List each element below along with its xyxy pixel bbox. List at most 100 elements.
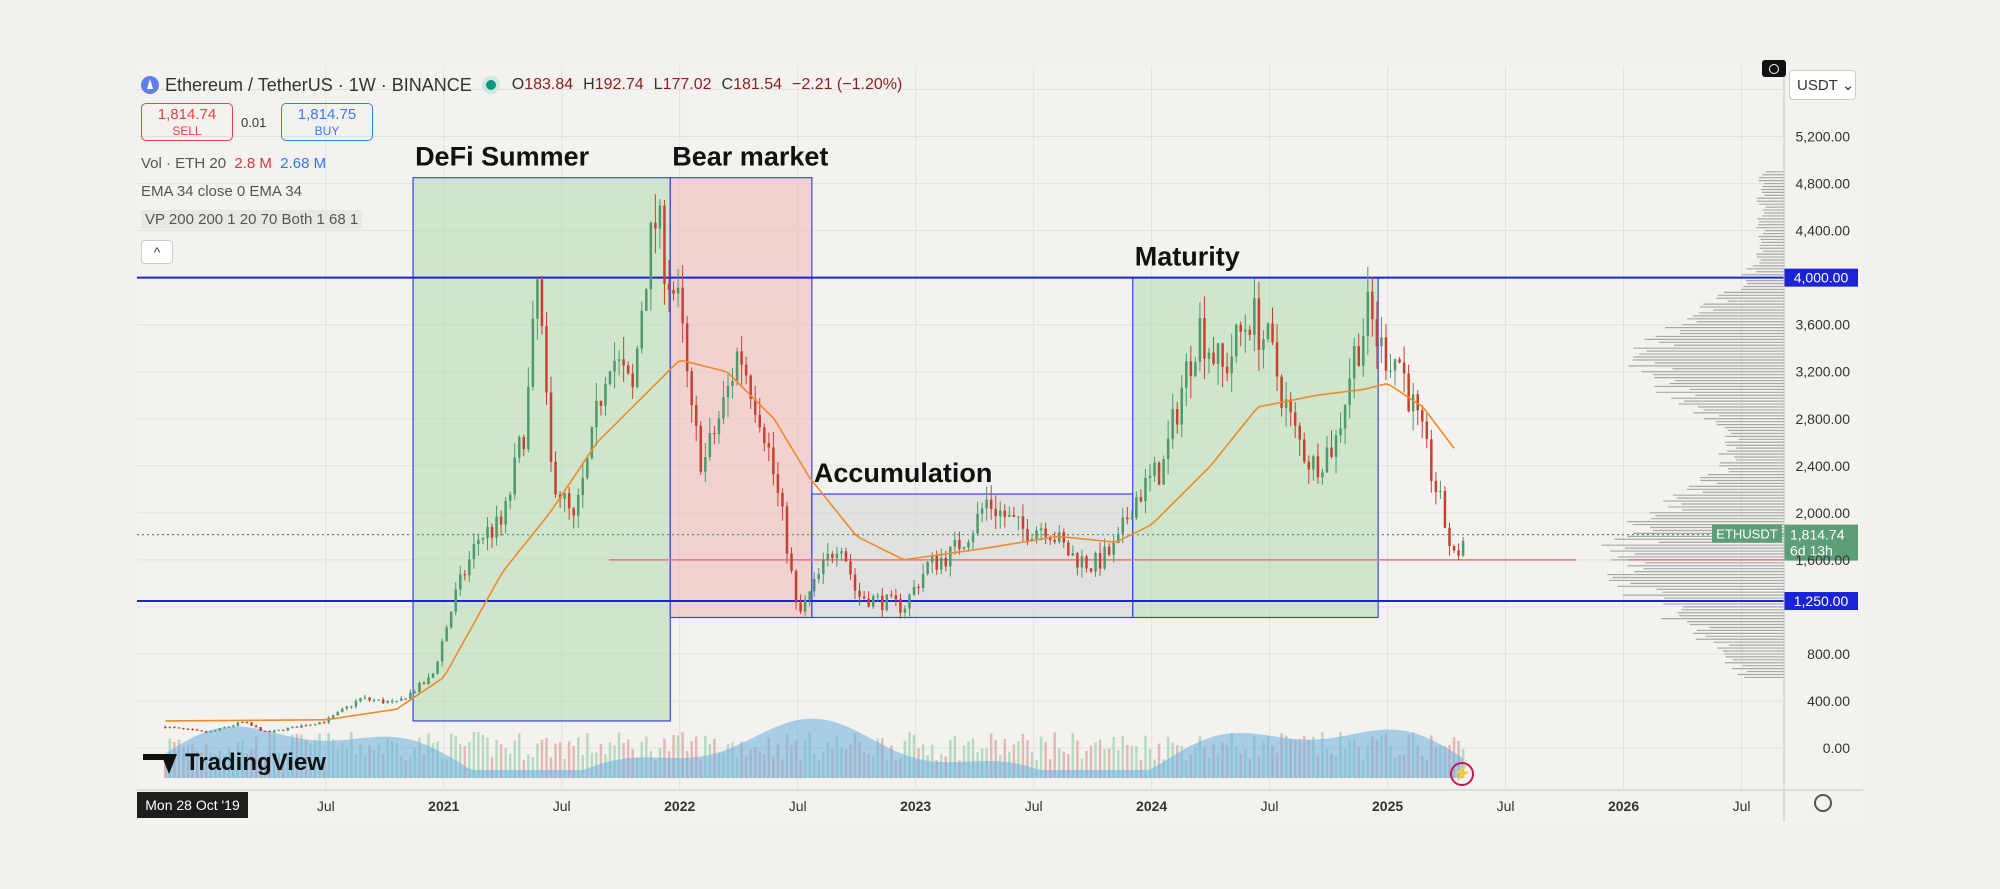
volume-bar (1017, 741, 1020, 778)
candle (177, 727, 181, 729)
volume-bar (1121, 736, 1125, 778)
candle (822, 560, 825, 575)
candle (590, 427, 594, 459)
candle (445, 627, 448, 642)
candle (1148, 475, 1152, 478)
x-tick-label: Jul (553, 798, 571, 814)
candle (699, 425, 703, 472)
currency-select[interactable]: USDT ⌄ (1789, 70, 1856, 100)
candle (1017, 516, 1020, 518)
candle (1121, 517, 1125, 534)
collapse-legend-button[interactable]: ^ (141, 240, 173, 264)
axis-settings-gear-icon[interactable] (1814, 794, 1832, 812)
candle (1316, 456, 1320, 478)
vp-indicator-legend[interactable]: VP 200 200 1 20 70 Both 1 68 1 (141, 210, 363, 229)
grid (137, 66, 1784, 790)
horizontal-levels (137, 276, 1784, 603)
phase-label: Maturity (1135, 242, 1240, 272)
buy-button[interactable]: 1,814.75 BUY (281, 103, 373, 141)
volume-bar (1089, 745, 1093, 778)
candle (1185, 361, 1188, 388)
candle (1230, 356, 1233, 374)
volume-bar (645, 736, 648, 778)
candle (1266, 323, 1270, 340)
candle (1112, 543, 1115, 555)
candle (1375, 319, 1379, 347)
symbol-title[interactable]: Ethereum / TetherUS · 1W · BINANCE (165, 74, 472, 95)
candle (1194, 361, 1197, 377)
candle (1248, 329, 1252, 335)
y-tick-label: 4,800.00 (1796, 176, 1851, 192)
candle (227, 726, 231, 728)
phase-label: Accumulation (814, 458, 993, 488)
candle (831, 553, 834, 559)
volume-bar (1053, 732, 1056, 778)
last-price-tag (1784, 524, 1858, 561)
candle (953, 539, 957, 547)
ema-indicator-legend[interactable]: EMA 34 close 0 EMA 34 (141, 183, 302, 200)
phase-label: DeFi Summer (415, 142, 590, 172)
candle (867, 598, 870, 607)
candle (899, 599, 902, 613)
volume-bar (1112, 736, 1115, 778)
volume-indicator-legend[interactable]: Vol · ETH 20 2.8 M 2.68 M (141, 155, 327, 172)
ohlc-open: O183.84 (511, 76, 574, 93)
candle (1126, 517, 1129, 520)
x-tick-label: 2024 (1136, 798, 1167, 814)
x-tick-label: Jul (1025, 798, 1043, 814)
candle (935, 555, 938, 570)
candle (903, 608, 907, 613)
candle (291, 726, 294, 728)
candle (663, 205, 666, 284)
candle (1089, 568, 1093, 572)
volume-bar (554, 743, 557, 778)
candle (1434, 480, 1438, 493)
candle (812, 579, 816, 592)
volume-bar (1144, 735, 1147, 778)
candle (890, 594, 893, 596)
candle (390, 700, 394, 702)
volume-bar (1062, 751, 1066, 778)
y-tick-label: 2,000.00 (1796, 505, 1851, 521)
lightning-icon[interactable]: ⚡ (1450, 762, 1474, 786)
volume-series (164, 718, 1465, 778)
sell-label: SELL (172, 124, 202, 138)
sell-button[interactable]: 1,814.74 SELL (141, 103, 233, 141)
volume-bar (586, 732, 589, 778)
candle (1244, 329, 1247, 332)
volume-bar (495, 739, 498, 778)
candle (1362, 335, 1365, 366)
candle (223, 727, 226, 729)
candle (1366, 291, 1370, 336)
phase-labels: DeFi Summer Bear market Accumulation Maturi… (415, 142, 1240, 488)
candle (173, 726, 176, 728)
candle (200, 730, 203, 732)
candle (1452, 546, 1456, 551)
candle (649, 222, 653, 290)
level-price-tag (1784, 268, 1858, 287)
candle (881, 595, 884, 611)
volume-bar (971, 738, 975, 778)
candle (168, 726, 172, 729)
candle (1221, 343, 1224, 367)
volume-bar (527, 754, 530, 778)
candle (1457, 550, 1460, 556)
candle (944, 557, 948, 567)
candle (345, 706, 349, 709)
volume-bar (1135, 746, 1138, 778)
candle (926, 562, 929, 575)
candle-series (164, 194, 1465, 734)
snapshot-camera-icon[interactable] (1762, 60, 1786, 77)
candle (300, 725, 303, 728)
candle (241, 721, 244, 723)
volume-bar (508, 753, 512, 778)
volume-bar (518, 733, 521, 778)
candle (1067, 542, 1070, 556)
candle (322, 722, 326, 724)
candle (749, 375, 752, 400)
volume-bar (989, 733, 993, 778)
volume-bar (1126, 744, 1129, 778)
candle (672, 289, 675, 294)
candle (894, 595, 898, 600)
